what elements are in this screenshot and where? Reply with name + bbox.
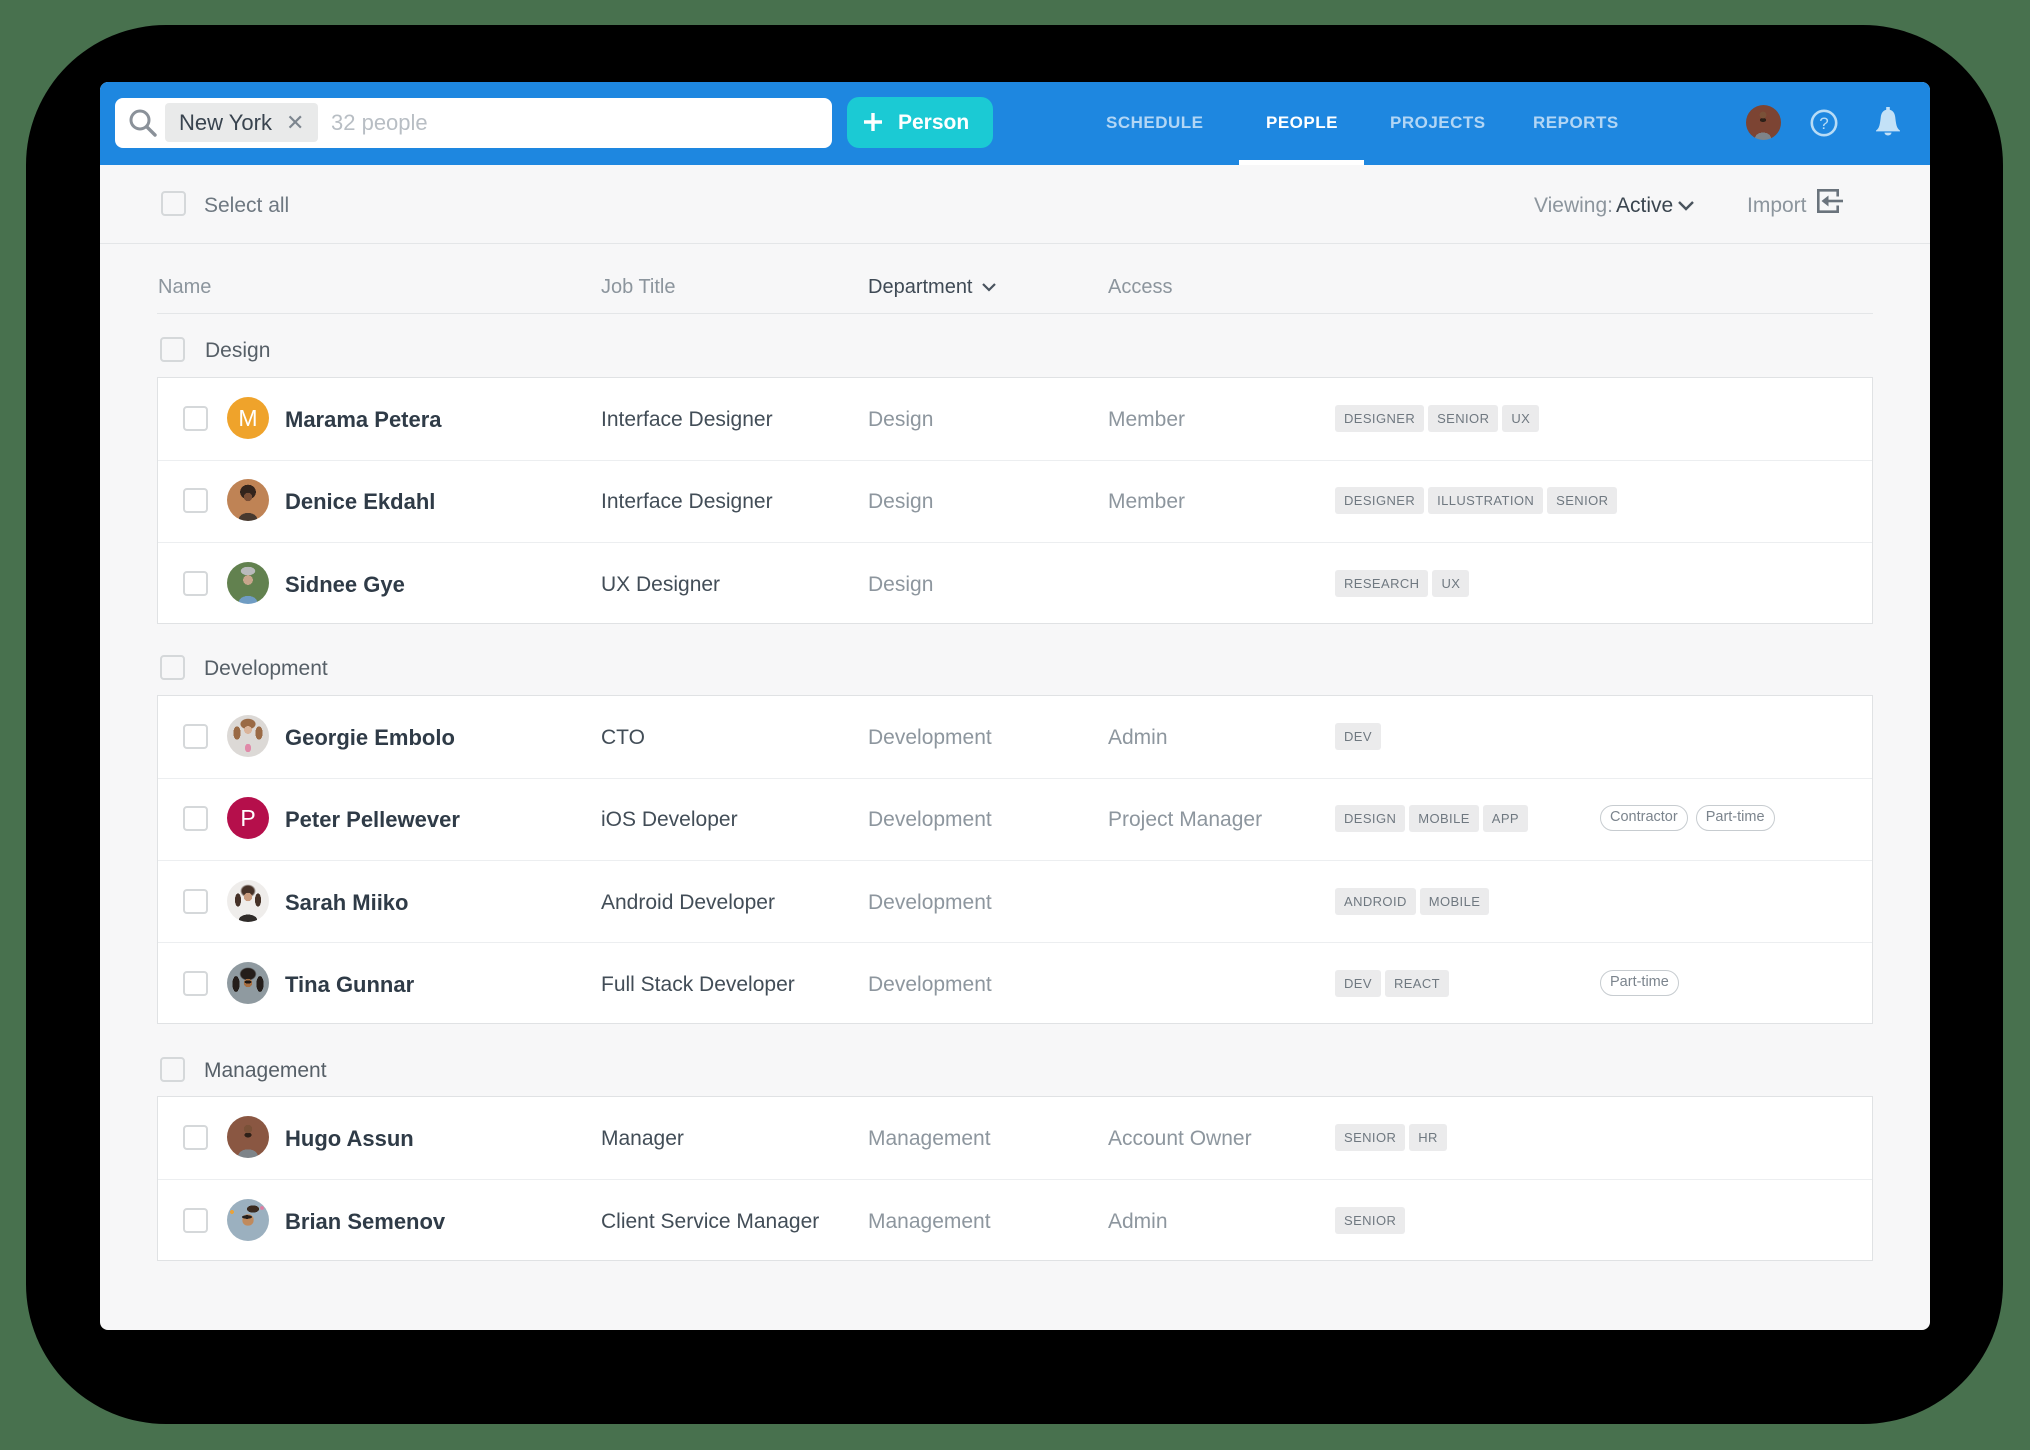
svg-text:?: ?: [1819, 114, 1828, 133]
